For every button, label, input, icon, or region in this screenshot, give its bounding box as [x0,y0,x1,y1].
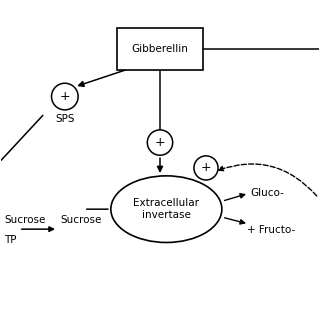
Text: Sucrose: Sucrose [4,215,46,225]
Text: Gluco-: Gluco- [251,188,284,198]
Circle shape [147,130,173,155]
Text: TP: TP [4,235,17,244]
Text: SPS: SPS [55,114,75,124]
Text: + Fructo-: + Fructo- [247,225,295,236]
Text: Sucrose: Sucrose [60,215,101,225]
Text: +: + [201,161,211,174]
Circle shape [194,156,218,180]
Circle shape [52,83,78,110]
FancyBboxPatch shape [117,28,203,69]
Text: +: + [155,136,165,149]
Text: Gibberellin: Gibberellin [132,44,188,54]
Text: Extracellular
invertase: Extracellular invertase [133,198,199,220]
Text: +: + [60,90,70,103]
Ellipse shape [111,176,222,243]
